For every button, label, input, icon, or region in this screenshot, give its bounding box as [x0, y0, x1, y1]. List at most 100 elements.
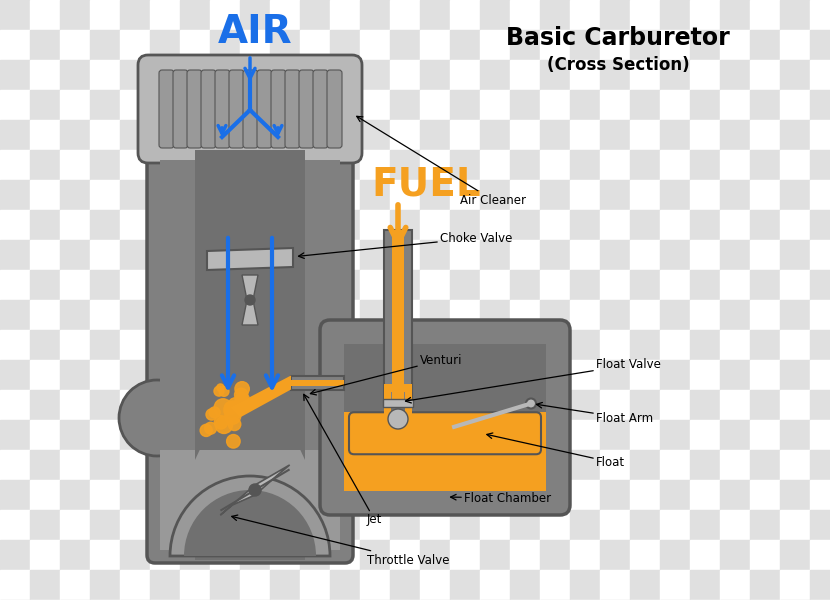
Bar	[780, 540, 810, 570]
Bar	[690, 270, 720, 300]
Bar	[810, 150, 830, 180]
Bar	[420, 60, 450, 90]
Bar	[0, 90, 30, 120]
Bar	[630, 570, 660, 600]
Bar	[330, 480, 360, 510]
Bar	[540, 270, 570, 300]
Bar	[750, 300, 780, 330]
Bar	[180, 150, 210, 180]
Bar	[480, 540, 510, 570]
Bar	[120, 60, 150, 90]
Bar	[480, 570, 510, 600]
Bar	[750, 330, 780, 360]
Bar	[690, 570, 720, 600]
Bar	[720, 300, 750, 330]
Bar	[360, 60, 390, 90]
Bar	[720, 270, 750, 300]
Bar	[720, 60, 750, 90]
Bar	[750, 150, 780, 180]
Bar	[480, 480, 510, 510]
Circle shape	[526, 398, 536, 409]
Bar	[690, 30, 720, 60]
Bar	[750, 390, 780, 420]
Bar	[660, 450, 690, 480]
Bar	[210, 240, 240, 270]
Bar	[810, 330, 830, 360]
Bar	[480, 270, 510, 300]
Wedge shape	[170, 476, 330, 556]
Bar	[510, 510, 540, 540]
Bar	[360, 570, 390, 600]
Bar	[420, 0, 450, 30]
Bar	[120, 30, 150, 60]
Bar	[480, 450, 510, 480]
Bar	[0, 210, 30, 240]
Bar	[420, 240, 450, 270]
Bar	[330, 450, 360, 480]
Bar	[600, 90, 630, 120]
Polygon shape	[195, 340, 209, 460]
Bar	[300, 120, 330, 150]
Bar	[780, 180, 810, 210]
Bar	[510, 360, 540, 390]
Bar	[600, 570, 630, 600]
Bar	[180, 570, 210, 600]
Bar	[240, 240, 270, 270]
Bar	[360, 120, 390, 150]
Bar	[660, 540, 690, 570]
Bar	[0, 390, 30, 420]
Bar	[750, 0, 780, 30]
Bar	[720, 360, 750, 390]
Circle shape	[228, 418, 241, 431]
Bar	[180, 240, 210, 270]
Bar	[0, 540, 30, 570]
Bar	[690, 420, 720, 450]
Bar	[570, 240, 600, 270]
Bar	[210, 330, 240, 360]
Circle shape	[209, 407, 220, 418]
Bar	[540, 480, 570, 510]
Bar	[270, 450, 300, 480]
Bar	[270, 210, 300, 240]
Bar	[330, 330, 360, 360]
Bar	[510, 570, 540, 600]
Bar	[570, 330, 600, 360]
Bar	[540, 0, 570, 30]
Bar	[150, 330, 180, 360]
Bar	[600, 360, 630, 390]
Text: Air Cleaner: Air Cleaner	[357, 116, 526, 206]
Polygon shape	[220, 485, 255, 515]
Bar	[750, 240, 780, 270]
FancyBboxPatch shape	[201, 70, 216, 148]
Bar	[90, 450, 120, 480]
Bar	[30, 210, 60, 240]
Bar	[690, 480, 720, 510]
Bar	[344, 412, 546, 491]
Bar	[720, 450, 750, 480]
Bar	[420, 510, 450, 540]
Bar	[630, 210, 660, 240]
Bar	[150, 540, 180, 570]
Bar	[780, 0, 810, 30]
Bar	[690, 240, 720, 270]
Bar	[150, 360, 180, 390]
Bar	[300, 240, 330, 270]
Text: FUEL: FUEL	[371, 166, 481, 204]
Bar	[120, 540, 150, 570]
Bar	[810, 510, 830, 540]
FancyBboxPatch shape	[215, 70, 230, 148]
FancyBboxPatch shape	[327, 70, 342, 148]
Bar	[510, 30, 540, 60]
Bar	[291, 379, 344, 385]
Bar	[750, 540, 780, 570]
Bar	[810, 210, 830, 240]
Bar	[420, 270, 450, 300]
Circle shape	[214, 416, 227, 429]
Bar	[150, 570, 180, 600]
Bar	[660, 90, 690, 120]
Bar	[150, 390, 180, 420]
Bar	[480, 120, 510, 150]
Bar	[600, 120, 630, 150]
Bar	[0, 150, 30, 180]
Bar	[810, 120, 830, 150]
